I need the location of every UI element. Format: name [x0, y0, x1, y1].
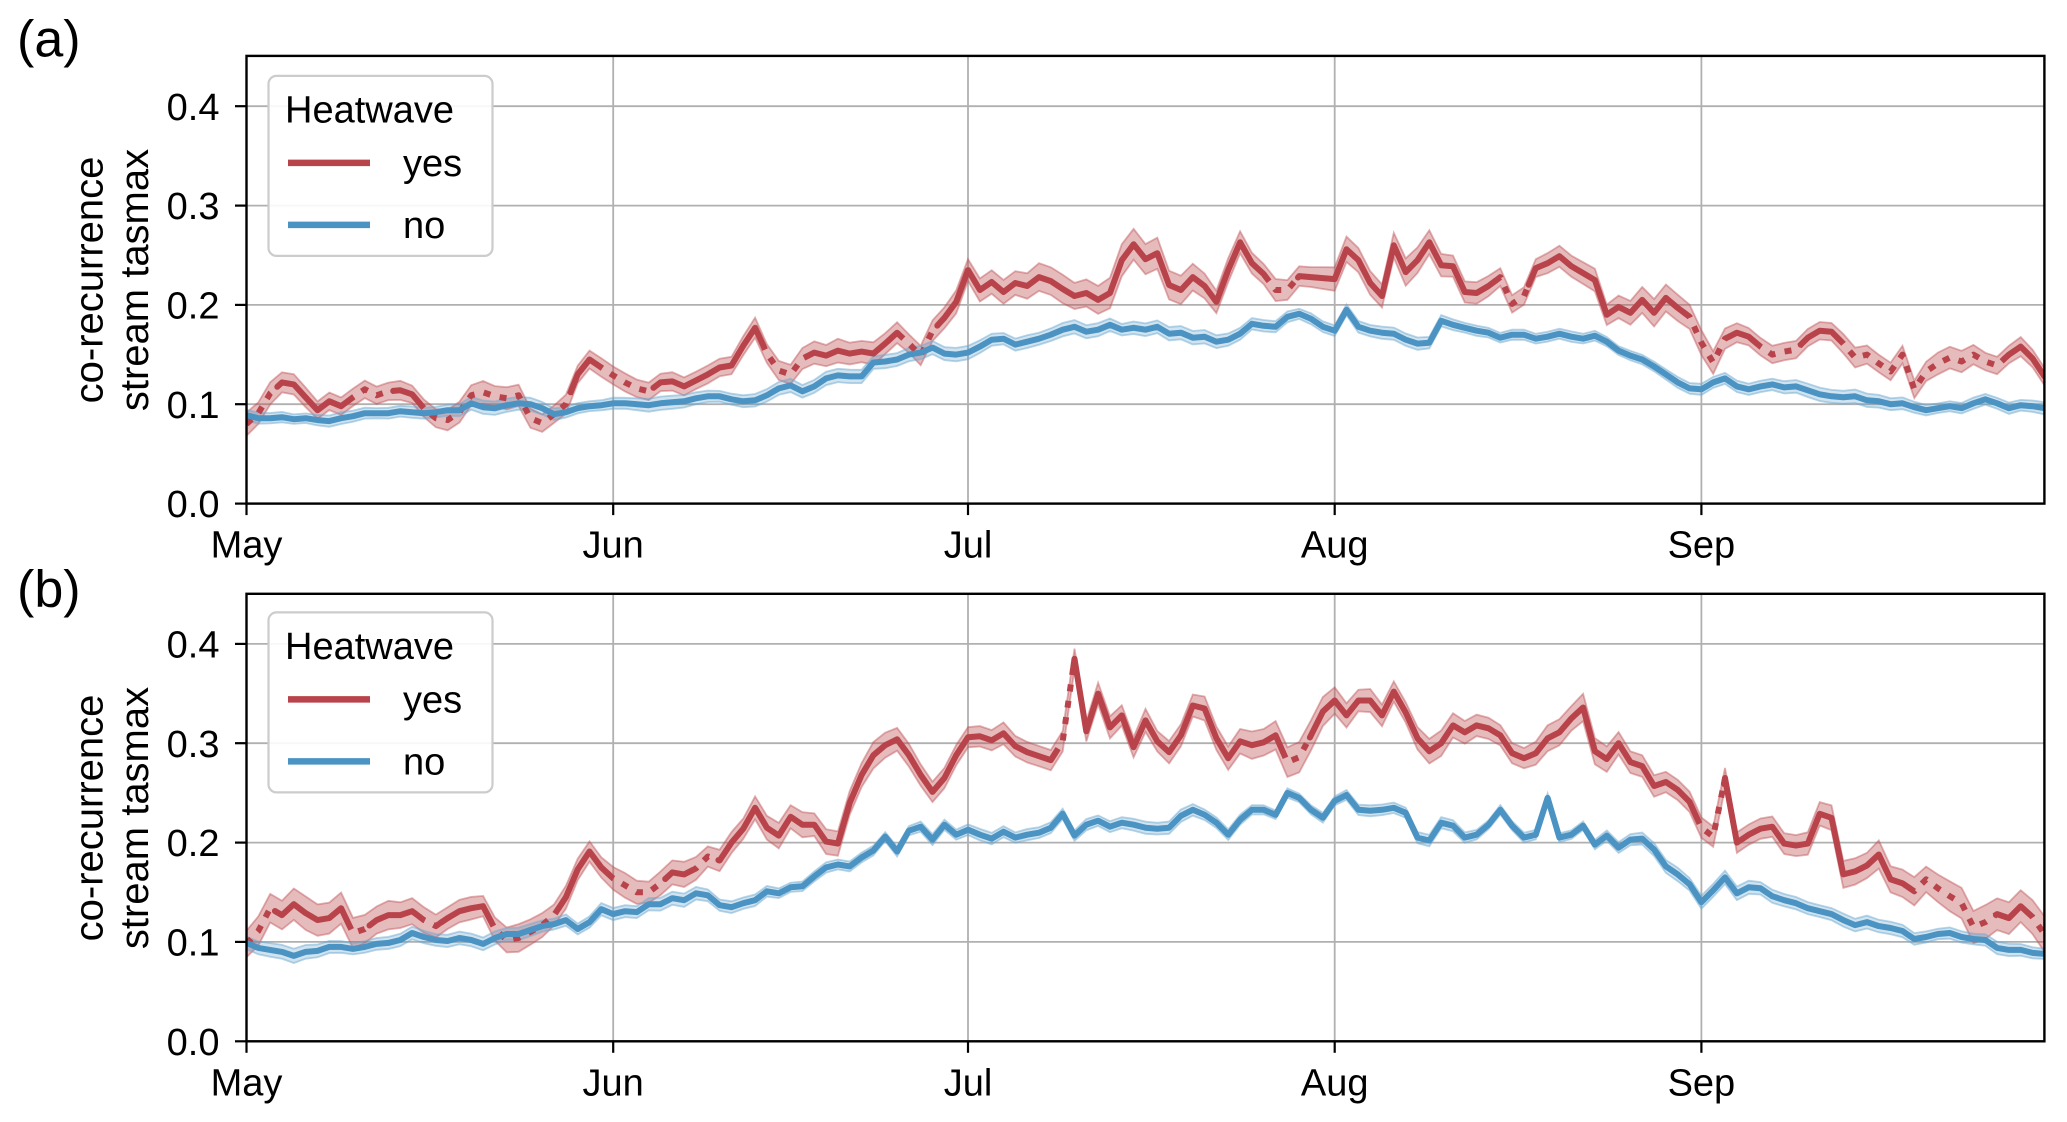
svg-text:Aug: Aug: [1301, 525, 1369, 567]
svg-text:0.0: 0.0: [167, 1022, 220, 1064]
svg-text:0.2: 0.2: [167, 286, 220, 328]
svg-text:(a): (a): [17, 11, 81, 69]
svg-text:Sep: Sep: [1668, 525, 1736, 567]
svg-text:yes: yes: [403, 143, 462, 185]
svg-text:0.0: 0.0: [167, 484, 220, 526]
svg-text:0.3: 0.3: [167, 186, 220, 228]
svg-text:Sep: Sep: [1668, 1063, 1736, 1105]
svg-text:(b): (b): [17, 561, 81, 619]
svg-text:stream tasmax: stream tasmax: [113, 687, 157, 949]
svg-text:yes: yes: [403, 679, 462, 721]
svg-text:0.4: 0.4: [167, 625, 220, 667]
svg-text:no: no: [403, 205, 445, 247]
svg-text:Jun: Jun: [583, 1063, 644, 1105]
svg-text:0.1: 0.1: [167, 385, 220, 427]
svg-text:Heatwave: Heatwave: [285, 89, 454, 131]
svg-text:co-recurrence: co-recurrence: [68, 157, 112, 404]
svg-text:0.2: 0.2: [167, 823, 220, 865]
svg-text:0.3: 0.3: [167, 724, 220, 766]
svg-text:Jul: Jul: [944, 1063, 993, 1105]
svg-text:co-recurrence: co-recurrence: [68, 695, 112, 942]
svg-text:no: no: [403, 741, 445, 783]
svg-text:Aug: Aug: [1301, 1063, 1369, 1105]
svg-text:stream tasmax: stream tasmax: [113, 149, 157, 411]
svg-text:Jun: Jun: [583, 525, 644, 567]
svg-text:May: May: [211, 525, 283, 567]
svg-text:0.1: 0.1: [167, 923, 220, 965]
svg-text:Heatwave: Heatwave: [285, 626, 454, 668]
svg-text:Jul: Jul: [944, 525, 993, 567]
svg-text:0.4: 0.4: [167, 87, 220, 129]
svg-text:May: May: [211, 1063, 283, 1105]
